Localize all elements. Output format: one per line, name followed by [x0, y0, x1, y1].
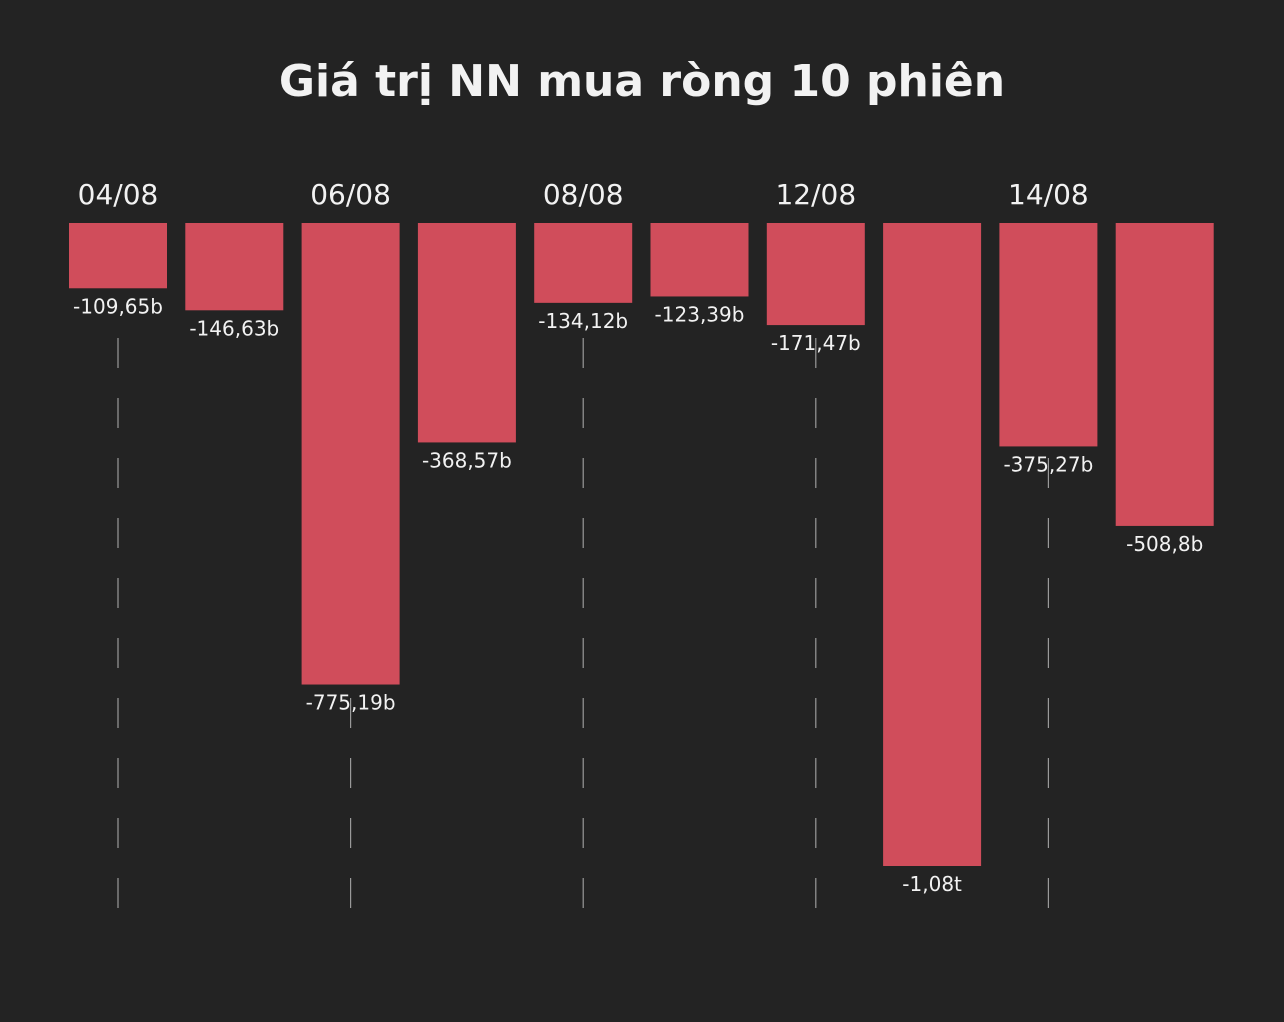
bar: [883, 223, 982, 866]
x-tick-label: 08/08: [543, 178, 624, 211]
value-label: -171,47b: [771, 331, 861, 355]
bar: [301, 223, 400, 685]
labels: 04/08 -109,65b -146,63b 06/08 -775,19b -368,5…: [73, 178, 1203, 896]
bar: [650, 223, 749, 297]
value-label: -775,19b: [306, 691, 396, 715]
value-label: -508,8b: [1126, 532, 1203, 556]
value-label: -368,57b: [422, 448, 512, 472]
x-tick-label: 06/08: [310, 178, 391, 211]
x-tick-label: 04/08: [78, 178, 159, 211]
bars: [69, 223, 1214, 866]
x-tick-label: 12/08: [775, 178, 856, 211]
bar: [1115, 223, 1214, 526]
value-label: -123,39b: [655, 302, 745, 326]
value-label: -1,08t: [902, 872, 962, 896]
bar: [766, 223, 865, 326]
value-label: -146,63b: [189, 316, 279, 340]
bar: [417, 223, 516, 443]
x-tick-label: 14/08: [1008, 178, 1089, 211]
bar: [534, 223, 633, 303]
bar: [185, 223, 284, 311]
bar: [69, 223, 167, 289]
value-label: -109,65b: [73, 294, 163, 318]
value-label: -134,12b: [538, 309, 628, 333]
value-label: -375,27b: [1003, 452, 1093, 476]
bar: [999, 223, 1098, 447]
chart-title: Giá trị NN mua ròng 10 phiên: [278, 56, 1006, 107]
